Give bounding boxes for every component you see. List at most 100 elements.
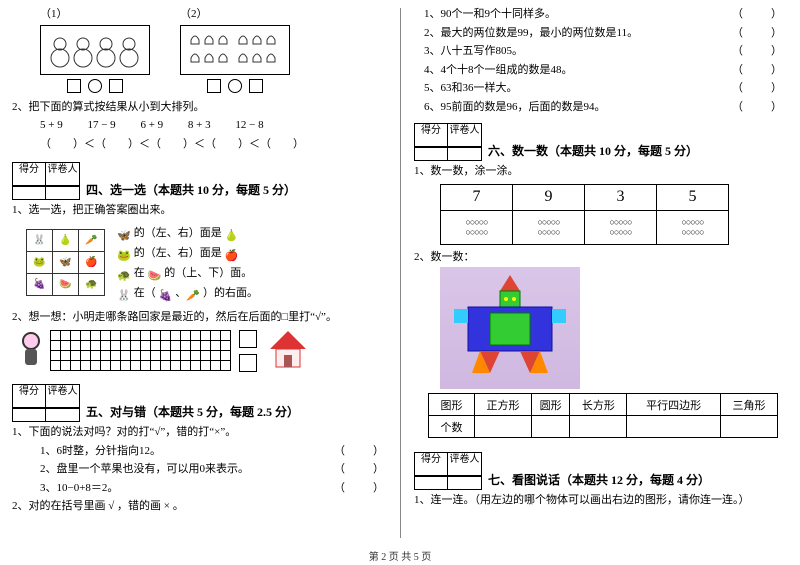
column-divider	[400, 8, 401, 538]
paren-blank[interactable]: （ ）	[334, 461, 386, 478]
q1-image-box-1	[40, 25, 150, 75]
tf-item: 2、盘里一个苹果也没有，可以用0来表示。（ ）	[40, 461, 390, 478]
shape-count-cell[interactable]	[627, 416, 721, 438]
answer-square[interactable]	[249, 79, 263, 93]
expr: 6 + 9	[140, 119, 163, 131]
fruit-icon: 🍐	[225, 226, 239, 240]
sec6-q1: 1、数一数，涂一涂。	[414, 163, 788, 180]
paren-blank[interactable]: （ ）	[732, 80, 784, 97]
shape-row-label: 个数	[429, 416, 475, 438]
maze-answer-boxes	[237, 330, 259, 372]
sec6-title: 六、数一数（本题共 10 分，每题 5 分）	[488, 142, 698, 161]
maze-grid	[50, 330, 231, 371]
shape-header: 平行四边形	[627, 394, 721, 416]
expr: 8 + 3	[188, 119, 211, 131]
q1-group-2: （2）	[180, 4, 290, 93]
ovals-cell[interactable]: ○○○○○ ○○○○○	[657, 210, 729, 244]
tf-item: 1、90个一和9个十同样多。（ ）	[424, 6, 788, 23]
paren-blank[interactable]: （ ）	[334, 480, 386, 497]
ovals-cell[interactable]: ○○○○○ ○○○○○	[585, 210, 657, 244]
score-label: 得分	[414, 452, 448, 476]
score-label: 得分	[12, 384, 46, 408]
shape-count-cell[interactable]	[570, 416, 627, 438]
paren-blank[interactable]: （ ）	[732, 99, 784, 116]
sentence-row: 🐰 在（ 🍇 、🥕 ）的右面。	[117, 283, 258, 303]
tf-item: 5、63和36一样大。（ ）	[424, 80, 788, 97]
sec6-q2: 2、数一数：	[414, 249, 788, 266]
score-blank[interactable]	[12, 408, 46, 422]
q1-answer-row-2	[180, 79, 290, 93]
marker-label: 评卷人	[46, 384, 80, 408]
answer-square[interactable]	[239, 330, 257, 348]
fruit-icon: 🥕	[186, 286, 200, 300]
answer-circle[interactable]	[88, 79, 102, 93]
score-blank[interactable]	[414, 476, 448, 490]
child-icon	[12, 329, 50, 372]
shape-header: 圆形	[531, 394, 570, 416]
sec5-q1: 1、下面的说法对吗？对的打“√”，错的打“×”。	[12, 424, 390, 441]
marker-blank[interactable]	[448, 147, 482, 161]
expr: 17 − 9	[87, 119, 115, 131]
q1-group-1: （1）	[40, 4, 150, 93]
shape-header: 长方形	[570, 394, 627, 416]
right-column: 1、90个一和9个十同样多。（ ） 2、最大的两位数是99，最小的两位数是11。…	[400, 4, 788, 548]
ovals-cell[interactable]: ○○○○○ ○○○○○	[513, 210, 585, 244]
score-blank[interactable]	[12, 186, 46, 200]
shape-header: 三角形	[721, 394, 778, 416]
shape-header: 图形	[429, 394, 475, 416]
animal-icon: 🐢	[117, 266, 131, 280]
sentence-row: 🦋 的（左、右）面是 🍐	[117, 223, 258, 243]
count-header: 5	[657, 184, 729, 210]
sec4-q1-body: 🐰🍐🥕 🐸🦋🍎 🍇🍉🐢 🦋 的（左、右）面是 🍐 🐸 的（左、右）面是 🍎 🐢 …	[12, 223, 390, 303]
sec5-items: 1、6时整，分针指向12。（ ） 2、盘里一个苹果也没有，可以用0来表示。（ ）…	[12, 443, 390, 497]
shape-count-cell[interactable]	[475, 416, 532, 438]
q2-stem: 2、把下面的算式按结果从小到大排列。	[12, 99, 390, 116]
marker-label: 评卷人	[46, 162, 80, 186]
answer-circle[interactable]	[228, 79, 242, 93]
shape-count-cell[interactable]	[721, 416, 778, 438]
marker-label: 评卷人	[448, 452, 482, 476]
tf-item: 6、95前面的数是96，后面的数是94。（ ）	[424, 99, 788, 116]
paren-blank[interactable]: （ ）	[732, 43, 784, 60]
tf-item: 2、最大的两位数是99，最小的两位数是11。（ ）	[424, 25, 788, 42]
robot-figure	[440, 267, 580, 389]
count-header: 7	[441, 184, 513, 210]
q1-image-box-2	[180, 25, 290, 75]
sentence-row: 🐸 的（左、右）面是 🍎	[117, 243, 258, 263]
sec4-q1: 1、选一选，把正确答案圈出来。	[12, 202, 390, 219]
animal-icon: 🐰	[117, 286, 131, 300]
shape-count-cell[interactable]	[531, 416, 570, 438]
score-box-sec5: 得分 评卷人 五、对与错（本题共 5 分，每题 2.5 分）	[12, 384, 390, 422]
expr: 12 − 8	[235, 119, 263, 131]
answer-square[interactable]	[109, 79, 123, 93]
position-grid: 🐰🍐🥕 🐸🦋🍎 🍇🍉🐢	[26, 229, 105, 296]
count-table: 7 9 3 5 ○○○○○ ○○○○○ ○○○○○ ○○○○○ ○○○○○ ○○…	[440, 184, 729, 245]
count-header: 9	[513, 184, 585, 210]
fruit-icon: 🍎	[225, 246, 239, 260]
paren-blank[interactable]: （ ）	[732, 25, 784, 42]
ovals-cell[interactable]: ○○○○○ ○○○○○	[441, 210, 513, 244]
animal-icon: 🐸	[117, 246, 131, 260]
marker-blank[interactable]	[46, 408, 80, 422]
score-box-sec6: 得分 评卷人 六、数一数（本题共 10 分，每题 5 分）	[414, 123, 788, 161]
fruit-icon: 🍉	[148, 266, 162, 280]
tf-item: 1、6时整，分针指向12。（ ）	[40, 443, 390, 460]
q1-label-1: （1）	[40, 6, 150, 23]
score-blank[interactable]	[414, 147, 448, 161]
paren-blank[interactable]: （ ）	[732, 62, 784, 79]
score-label: 得分	[414, 123, 448, 147]
marker-blank[interactable]	[448, 476, 482, 490]
answer-square[interactable]	[239, 354, 257, 372]
animal-icon: 🦋	[117, 226, 131, 240]
answer-square[interactable]	[67, 79, 81, 93]
maze-row	[12, 327, 390, 374]
paren-blank[interactable]: （ ）	[334, 443, 386, 460]
sec4-q2: 2、想一想：小明走哪条路回家是最近的，然后在后面的□里打“√”。	[12, 309, 390, 326]
marker-blank[interactable]	[46, 186, 80, 200]
q2-blanks: （ ）＜（ ）＜（ ）＜（ ）＜（ ）	[12, 136, 390, 153]
sec7-q1: 1、连一连。（用左边的哪个物体可以画出右边的图形，请你连一连。）	[414, 492, 788, 509]
q1-row: （1）	[12, 4, 390, 93]
q2-exprs: 5 + 9 17 − 9 6 + 9 8 + 3 12 − 8	[12, 117, 390, 134]
paren-blank[interactable]: （ ）	[732, 6, 784, 23]
answer-square[interactable]	[207, 79, 221, 93]
